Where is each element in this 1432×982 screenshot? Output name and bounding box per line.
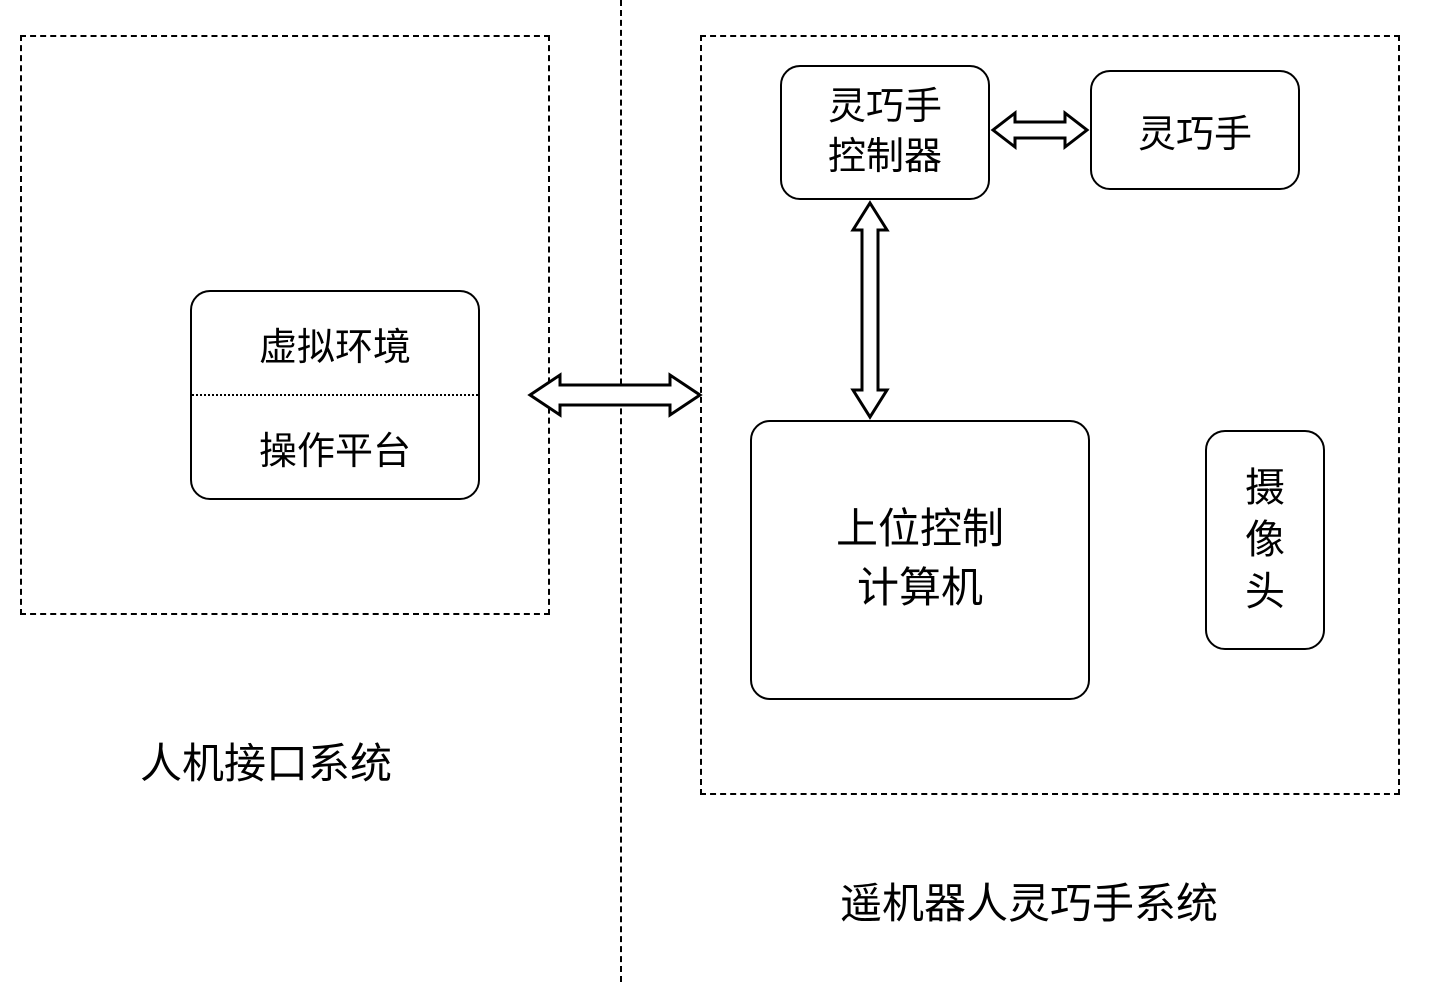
vertical-divider [620,0,622,982]
camera-box: 摄 像 头 [1205,430,1325,650]
controller-box: 灵巧手 控制器 [780,65,990,200]
virtual-env-platform-box: 虚拟环境 操作平台 [190,290,480,500]
right-system-label: 遥机器人灵巧手系统 [840,870,1218,931]
hand-text: 灵巧手 [1138,103,1252,158]
hand-box: 灵巧手 [1090,70,1300,190]
upper-computer-text: 上位控制 计算机 [836,501,1004,619]
left-system-label: 人机接口系统 [140,730,392,791]
arrow-vertical [843,200,897,420]
camera-char-3: 头 [1245,566,1285,618]
virtual-env-label: 虚拟环境 [192,292,478,394]
platform-label: 操作平台 [192,396,478,498]
camera-text: 摄 像 头 [1245,462,1285,618]
upper-computer-box: 上位控制 计算机 [750,420,1090,700]
camera-char-2: 像 [1245,514,1285,566]
camera-char-1: 摄 [1245,462,1285,514]
arrow-main-horizontal [525,365,705,425]
controller-text: 灵巧手 控制器 [828,83,942,182]
arrow-top-horizontal [990,105,1090,155]
